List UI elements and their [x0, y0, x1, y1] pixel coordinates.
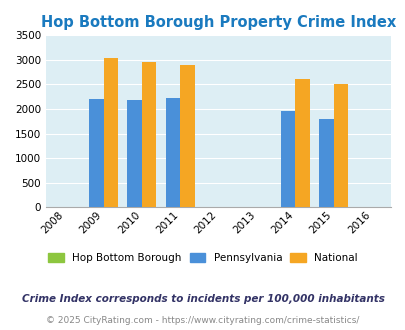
Title: Hop Bottom Borough Property Crime Index: Hop Bottom Borough Property Crime Index — [41, 15, 395, 30]
Bar — [180, 65, 194, 207]
Bar — [294, 79, 309, 207]
Bar — [142, 62, 156, 207]
Text: © 2025 CityRating.com - https://www.cityrating.com/crime-statistics/: © 2025 CityRating.com - https://www.city… — [46, 316, 359, 325]
Bar — [318, 119, 333, 207]
Text: Crime Index corresponds to incidents per 100,000 inhabitants: Crime Index corresponds to incidents per… — [21, 294, 384, 304]
Bar — [280, 112, 294, 207]
Bar — [89, 99, 103, 207]
Bar — [127, 100, 142, 207]
Bar — [165, 98, 180, 207]
Bar — [333, 84, 347, 207]
Legend: Hop Bottom Borough, Pennsylvania, National: Hop Bottom Borough, Pennsylvania, Nation… — [44, 249, 361, 267]
Bar — [103, 58, 118, 207]
